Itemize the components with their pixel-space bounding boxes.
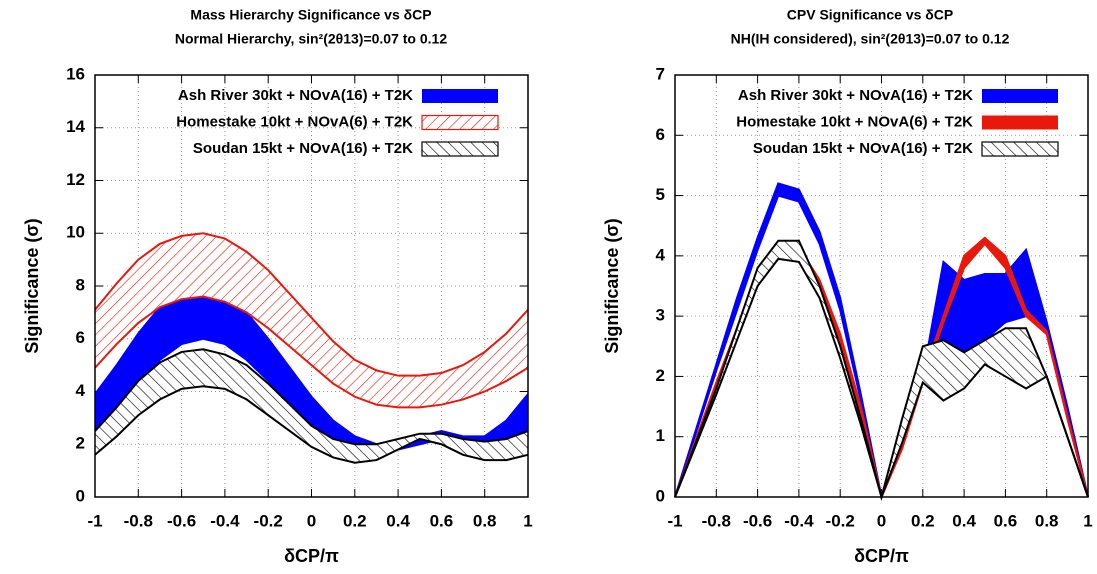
legend-swatch: [982, 89, 1058, 103]
chart-panel: Mass Hierarchy Significance vs δCP Normal…: [22, 7, 533, 566]
y-tick-label: 5: [656, 185, 665, 204]
x-tick-label: -0.4: [784, 511, 814, 530]
y-tick-label: 8: [76, 275, 85, 294]
band-lower-edge: [94, 385, 529, 464]
x-axis-label: δCP/π: [854, 546, 909, 566]
x-tick-label: -0.8: [124, 511, 153, 530]
x-tick-label: -1: [667, 511, 682, 530]
x-tick-label: 1: [1083, 511, 1092, 530]
band-fill: [95, 283, 528, 453]
legend-label: Soudan 15kt + NOvA(16) + T2K: [753, 140, 973, 157]
x-tick-label: 0.2: [911, 511, 935, 530]
y-tick-label: 7: [656, 64, 665, 83]
y-tick-label: 1: [656, 426, 665, 445]
band-upper-edge: [94, 348, 529, 446]
y-tick-label: 4: [656, 245, 666, 264]
legend-swatch: [982, 115, 1058, 130]
legend-swatch: [422, 89, 498, 103]
x-tick-label: -0.2: [254, 511, 283, 530]
x-tick-label: 0.6: [430, 511, 454, 530]
y-tick-label: 12: [66, 170, 85, 189]
y-tick-label: 2: [656, 366, 665, 385]
x-tick-label: 0: [307, 511, 316, 530]
chart-subtitle: NH(IH considered), sin²(2θ13)=0.07 to 0.…: [731, 31, 1010, 47]
y-tick-label: 14: [66, 117, 85, 136]
x-tick-label: 0.4: [386, 511, 410, 530]
chart-subtitle: Normal Hierarchy, sin²(2θ13)=0.07 to 0.1…: [175, 31, 447, 47]
y-tick-label: 16: [66, 64, 85, 83]
legend-swatch: [421, 114, 499, 131]
x-tick-label: 0.4: [952, 511, 976, 530]
chart-panel: CPV Significance vs δCP NH(IH considered)…: [602, 7, 1093, 566]
legend-swatch: [421, 141, 499, 157]
plot-frame: [94, 74, 529, 498]
legend-label: Homestake 10kt + NOvA(6) + T2K: [736, 113, 973, 130]
legend-label: Homestake 10kt + NOvA(6) + T2K: [176, 113, 413, 130]
plot-frame: [674, 74, 1089, 498]
y-axis-label: Significance (σ): [602, 218, 622, 353]
x-tick-label: -0.2: [826, 511, 855, 530]
legend-swatch: [981, 141, 1059, 157]
x-tick-label: -0.6: [743, 511, 772, 530]
band-fill: [95, 233, 528, 408]
y-tick-label: 2: [76, 434, 85, 453]
x-tick-label: 0.8: [473, 511, 497, 530]
legend-label: Soudan 15kt + NOvA(16) + T2K: [193, 140, 413, 157]
band-fill: [675, 240, 1088, 498]
x-tick-label: 1: [523, 511, 532, 530]
x-tick-label: 0.6: [994, 511, 1018, 530]
legend-label: Ash River 30kt + NOvA(16) + T2K: [178, 87, 413, 104]
y-tick-label: 10: [66, 223, 85, 242]
x-tick-label: 0.8: [1035, 511, 1059, 530]
chart-title: CPV Significance vs δCP: [787, 7, 953, 23]
band-lower-edge: [94, 295, 529, 409]
x-tick-label: 0.2: [343, 511, 367, 530]
y-tick-label: 3: [656, 306, 665, 325]
x-tick-label: 0: [877, 511, 886, 530]
x-tick-label: -0.6: [167, 511, 196, 530]
legend-label: Ash River 30kt + NOvA(16) + T2K: [738, 87, 973, 104]
y-tick-label: 6: [656, 125, 665, 144]
y-tick-label: 0: [656, 486, 665, 505]
x-tick-label: -0.8: [702, 511, 731, 530]
y-tick-label: 6: [76, 328, 85, 347]
chart-title: Mass Hierarchy Significance vs δCP: [190, 7, 431, 23]
band-upper-edge: [94, 232, 529, 377]
y-axis-label: Significance (σ): [22, 218, 42, 353]
x-tick-label: -0.4: [210, 511, 240, 530]
x-tick-label: -1: [87, 511, 102, 530]
x-axis-label: δCP/π: [284, 546, 339, 566]
y-tick-label: 0: [76, 486, 85, 505]
y-tick-label: 4: [76, 381, 86, 400]
